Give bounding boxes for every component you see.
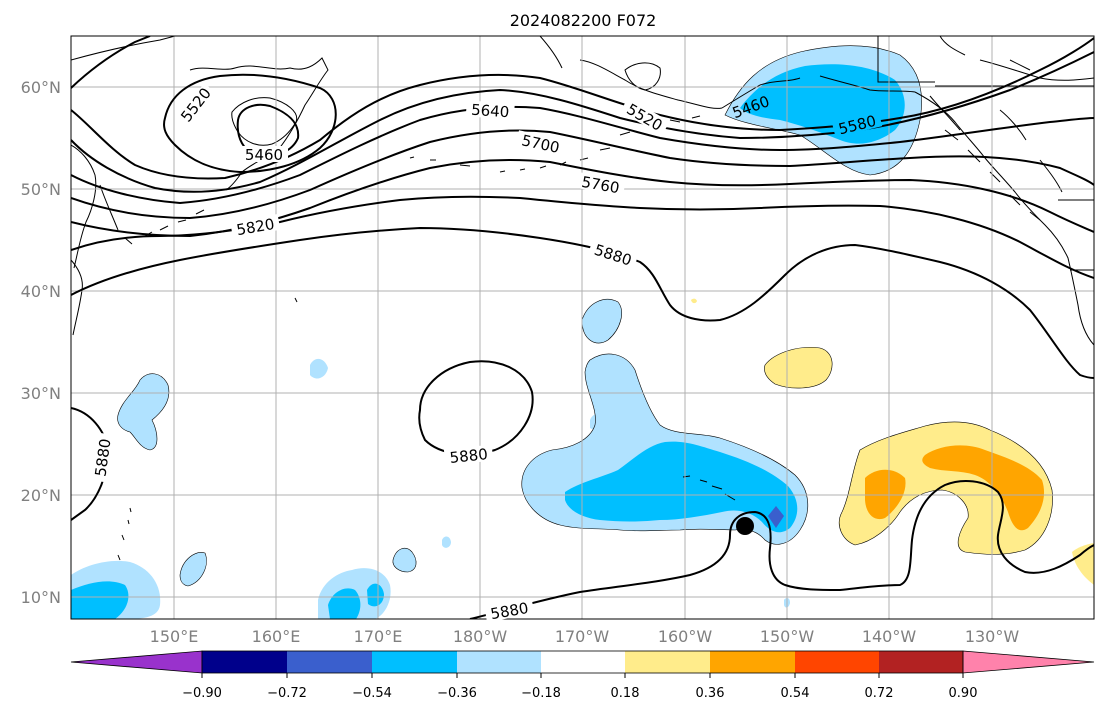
fill-west-blob-g <box>442 536 451 548</box>
cbar-label-5: −0.18 <box>521 686 561 701</box>
lon-label-180w: 180°W <box>453 627 508 646</box>
lon-label-160w: 160°W <box>658 627 713 646</box>
colorbar-seg-9 <box>879 651 963 673</box>
cbar-label-8: 0.54 <box>781 686 810 701</box>
contour-5880-high <box>418 360 534 456</box>
lon-label-130w: 130°W <box>965 627 1020 646</box>
longitude-labels: 150°E 160°E 170°E 180°W 170°W 160°W 150°… <box>150 627 1020 646</box>
contour-5880-main <box>71 226 1094 379</box>
colorbar-seg-1 <box>202 651 287 673</box>
fill-west-blob-e-dark <box>328 588 361 619</box>
colorbar: −0.90 −0.72 −0.54 −0.36 −0.18 0.18 0.36 … <box>70 650 1095 701</box>
lon-label-150w: 150°W <box>760 627 815 646</box>
cbar-label-1: −0.90 <box>182 686 222 701</box>
colorbar-seg-2 <box>287 651 372 673</box>
fill-east-orange <box>922 445 1045 531</box>
lon-label-150e: 150°E <box>150 627 199 646</box>
svg-text:5640: 5640 <box>471 101 510 122</box>
lon-label-160e: 160°E <box>252 627 301 646</box>
contour-5820 <box>71 195 1094 279</box>
cbar-label-10: 0.90 <box>949 686 978 701</box>
lat-label-10n: 10°N <box>21 588 61 607</box>
cbar-label-4: −0.36 <box>437 686 477 701</box>
fill-blob-small <box>590 414 604 430</box>
colorbar-seg-7 <box>710 651 795 673</box>
fill-hawaii-dark <box>565 441 798 533</box>
cbar-label-3: −0.54 <box>352 686 392 701</box>
contour-5700 <box>71 129 1094 220</box>
contour-5580 <box>71 36 1094 193</box>
lon-label-140w: 140°W <box>862 627 917 646</box>
svg-text:5460: 5460 <box>245 146 283 164</box>
colorbar-seg-3 <box>372 651 457 673</box>
fill-hawaii-purple <box>768 506 784 528</box>
colorbar-seg-8 <box>795 651 879 673</box>
fill-east-yellow-c <box>1072 543 1094 585</box>
colorbar-labels: −0.90 −0.72 −0.54 −0.36 −0.18 0.18 0.36 … <box>182 686 977 701</box>
contour-label-5880-c: 5880 <box>90 432 115 483</box>
lon-label-170w: 170°W <box>555 627 610 646</box>
fill-east-yellow-b <box>764 347 833 389</box>
colorbar-left-extend <box>70 650 203 674</box>
map-title: 2024082200 F072 <box>510 11 657 30</box>
contour-5520 <box>71 37 1094 180</box>
colorbar-ticks <box>201 673 964 678</box>
gridlines <box>71 36 1094 619</box>
latitude-labels: 60°N 50°N 40°N 30°N 20°N 10°N <box>21 78 61 607</box>
contour-label-5460-a: 5460 <box>240 146 288 164</box>
contour-5640 <box>71 105 1094 205</box>
storm-marker <box>736 517 754 535</box>
fill-east-yellow-d <box>691 298 697 304</box>
fill-west-blob-e2-dark <box>367 583 384 607</box>
lat-label-60n: 60°N <box>21 78 61 97</box>
map-border <box>70 35 1095 620</box>
lon-label-170e: 170°E <box>354 627 403 646</box>
fill-west-blob-f <box>392 548 417 572</box>
fill-west-blob-c <box>180 552 207 586</box>
lat-label-50n: 50°N <box>21 180 61 199</box>
lat-label-20n: 20°N <box>21 486 61 505</box>
svg-text:5880: 5880 <box>449 445 489 467</box>
svg-text:5880: 5880 <box>91 437 114 477</box>
colorbar-seg-6 <box>625 651 710 673</box>
colorbar-seg-4 <box>457 651 541 673</box>
fill-west-blob-d-dark <box>71 581 129 619</box>
cbar-label-6: 0.18 <box>611 686 640 701</box>
fill-west-blob-b <box>310 358 328 379</box>
contour-label-5880-b: 5880 <box>443 444 494 467</box>
colorbar-seg-5 <box>541 651 625 673</box>
lat-label-40n: 40°N <box>21 282 61 301</box>
lat-label-30n: 30°N <box>21 384 61 403</box>
contour-5880-south <box>469 479 1094 619</box>
cbar-label-9: 0.72 <box>865 686 894 701</box>
colorbar-border <box>201 650 964 674</box>
fill-blob-north <box>582 299 622 344</box>
fill-east-yellow <box>839 421 1053 555</box>
cbar-label-2: −0.72 <box>267 686 307 701</box>
contour-label-5640: 5640 <box>465 100 515 122</box>
contour-5520-low <box>163 73 337 174</box>
fill-east-orange-b <box>865 469 906 520</box>
cbar-label-7: 0.36 <box>696 686 725 701</box>
colorbar-right-extend <box>962 650 1095 674</box>
